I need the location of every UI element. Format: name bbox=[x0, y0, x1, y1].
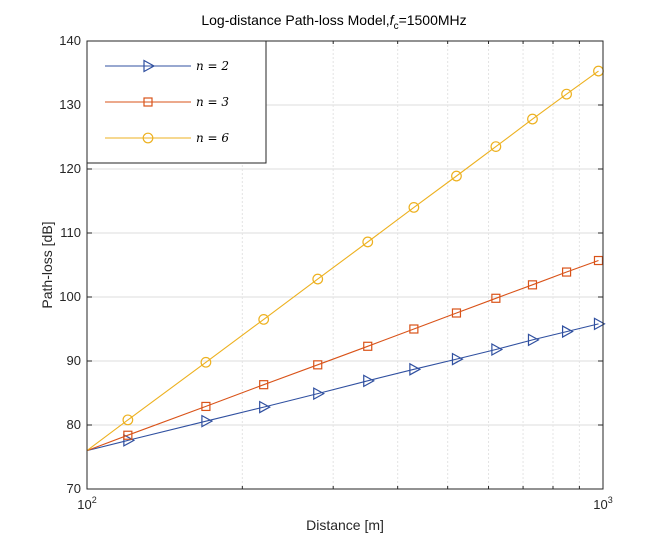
x-axis-label: Distance [m] bbox=[306, 517, 384, 533]
chart-title: Log-distance Path-loss Model,fc=1500MHz bbox=[201, 12, 466, 32]
x-tick-label: 103 bbox=[593, 495, 612, 512]
marker-circle bbox=[258, 314, 270, 325]
marker-triangle bbox=[143, 59, 156, 73]
legend-label: n = 2 bbox=[196, 59, 229, 73]
marker-triangle bbox=[451, 352, 464, 366]
y-tick-label: 140 bbox=[59, 33, 81, 48]
series-line bbox=[86, 70, 599, 452]
plot-frame bbox=[86, 40, 604, 490]
marker-triangle bbox=[593, 317, 606, 331]
x-tick-label: 102 bbox=[77, 495, 96, 512]
marker-circle bbox=[408, 201, 420, 213]
y-tick-label: 80 bbox=[67, 417, 81, 432]
marker-circle bbox=[122, 414, 134, 426]
marker-circle bbox=[527, 113, 538, 125]
x-tick-base: 10 bbox=[593, 497, 607, 512]
legend-item: n = 2 bbox=[105, 59, 229, 73]
marker-triangle bbox=[527, 333, 540, 347]
marker-triangle bbox=[491, 342, 504, 356]
marker-circle bbox=[561, 88, 572, 100]
y-tick-label: 110 bbox=[60, 225, 81, 240]
marker-circle bbox=[490, 141, 502, 153]
title-symbol: f bbox=[390, 12, 396, 28]
marker-circle bbox=[200, 356, 212, 368]
marker-triangle bbox=[313, 387, 325, 401]
marker-square bbox=[123, 430, 133, 440]
marker-circle bbox=[451, 170, 462, 182]
y-axis-label: Path-loss [dB] bbox=[39, 221, 55, 308]
x-tick-exponent: 3 bbox=[608, 495, 613, 505]
marker-triangle bbox=[409, 362, 422, 376]
marker-square bbox=[409, 324, 419, 334]
marker-square bbox=[491, 293, 501, 303]
marker-square bbox=[527, 280, 538, 290]
y-tick-label: 70 bbox=[67, 481, 81, 496]
series-group bbox=[86, 65, 606, 452]
marker-square bbox=[363, 341, 373, 351]
legend-label: n = 3 bbox=[196, 95, 229, 109]
y-tick-label: 90 bbox=[67, 353, 81, 368]
y-tick-label: 120 bbox=[59, 161, 81, 176]
grid bbox=[87, 41, 603, 489]
marker-square bbox=[561, 267, 572, 277]
marker-square bbox=[201, 401, 211, 412]
y-tick-label: 130 bbox=[59, 97, 81, 112]
series-2 bbox=[86, 255, 604, 452]
marker-circle bbox=[362, 236, 374, 248]
marker-triangle bbox=[363, 374, 375, 388]
series-1 bbox=[86, 317, 606, 452]
marker-square bbox=[593, 255, 604, 266]
title: Log-distance Path-loss Model,fc=1500MHz bbox=[201, 12, 466, 32]
series-3 bbox=[86, 65, 604, 452]
legend-item: n = 3 bbox=[105, 95, 229, 109]
marker-circle bbox=[142, 132, 154, 144]
marker-square bbox=[313, 360, 323, 370]
marker-triangle bbox=[123, 433, 136, 447]
marker-triangle bbox=[201, 414, 214, 428]
marker-square bbox=[143, 97, 153, 107]
title-main: Log-distance Path-loss Model, bbox=[201, 12, 389, 28]
legend-label: n = 6 bbox=[196, 131, 229, 145]
series-line bbox=[86, 323, 599, 452]
x-tick-exponent: 2 bbox=[92, 495, 97, 505]
x-tick-base: 10 bbox=[77, 497, 91, 512]
title-subscript: c bbox=[394, 21, 399, 32]
marker-square bbox=[259, 380, 269, 390]
y-tick-label: 100 bbox=[59, 289, 81, 304]
marker-triangle bbox=[561, 325, 574, 339]
series-line bbox=[86, 259, 599, 452]
marker-square bbox=[451, 308, 462, 318]
legend-item: n = 6 bbox=[105, 131, 229, 145]
marker-circle bbox=[312, 273, 324, 285]
marker-triangle bbox=[259, 400, 271, 414]
title-suffix: =1500MHz bbox=[399, 12, 467, 28]
legend: n = 2 n = 3 n = 6 bbox=[86, 40, 267, 164]
